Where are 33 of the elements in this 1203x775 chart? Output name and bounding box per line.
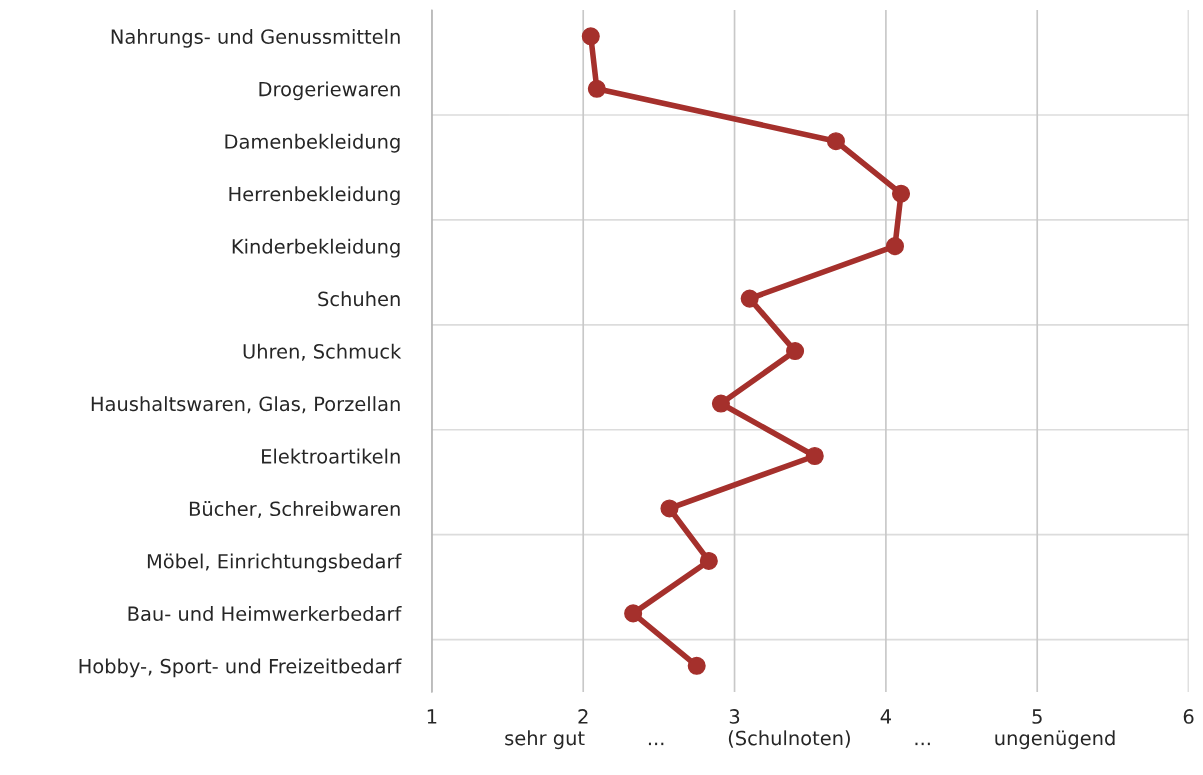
point	[587, 79, 606, 98]
y-tick-label: Uhren, Schmuck	[243, 343, 402, 361]
x-tick-label: 3	[729, 709, 740, 724]
point	[699, 551, 718, 570]
y-tick-label: Bau- und Heimwerkerbedarf	[128, 606, 402, 622]
x-tick-label: 1	[427, 709, 437, 724]
y-tick-label: Kinderbekleidung	[232, 238, 400, 258]
x-tick-label: 5	[1032, 709, 1042, 724]
x-axis-title: sehr gut ... (Schulnoten) ... ungenügend	[505, 730, 1115, 750]
point	[581, 27, 600, 46]
point	[805, 446, 824, 466]
point	[826, 132, 845, 151]
x-tick-label: 4	[880, 709, 891, 724]
point	[885, 237, 904, 256]
y-tick-label: Möbel, Einrichtungsbedarf	[147, 553, 402, 573]
point	[740, 289, 759, 308]
y-tick-label: Drogeriewaren	[259, 81, 400, 101]
point	[786, 342, 805, 361]
y-tick-label: Bücher, Schreibwaren	[189, 501, 400, 519]
y-tick-label: Hobby-, Sport- und Freizeitbedarf	[79, 658, 402, 678]
y-tick-label: Haushaltswaren, Glas, Porzellan	[91, 396, 400, 414]
y-tick-label: Herrenbekleidung	[229, 186, 400, 206]
point	[660, 499, 679, 518]
point	[711, 394, 730, 413]
y-tick-label: Schuhen	[318, 291, 400, 307]
x-tick-label: 6	[1183, 709, 1194, 724]
x-tick-label: 2	[578, 709, 588, 724]
y-tick-label: Damenbekleidung	[225, 133, 400, 153]
point	[624, 604, 643, 623]
y-tick-label: Elektroartikeln	[262, 448, 400, 464]
point	[687, 656, 706, 675]
y-tick-label: Nahrungs- und Genussmitteln	[111, 28, 400, 48]
point	[891, 184, 911, 203]
